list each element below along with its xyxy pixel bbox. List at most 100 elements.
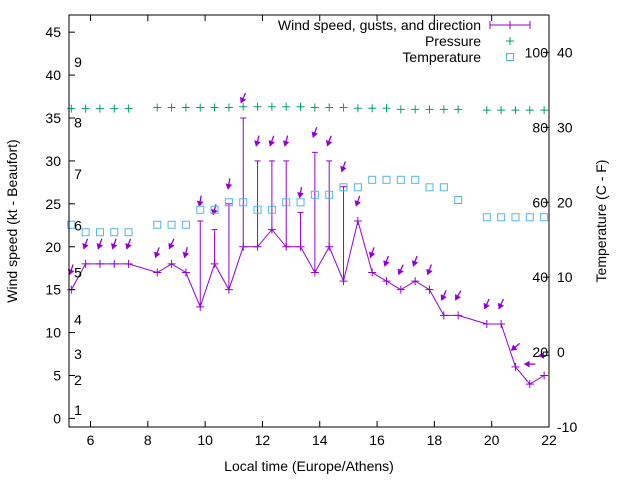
x-tick-label: 20 [484,432,500,448]
temperature-point [282,198,291,207]
temperature-point [224,198,233,207]
wind-direction-arrowhead [282,140,290,147]
temperature-point [425,183,434,192]
x-tick-label: 8 [144,432,152,448]
temperature-point [368,175,377,184]
pressure-point [439,105,448,114]
pressure-point [267,102,276,111]
pressure-point [425,105,434,114]
wind-speed-point [210,259,219,268]
wind-direction-arrowhead [455,293,462,301]
x-tick-label: 18 [427,432,443,448]
wind-speed-point [95,259,104,268]
y-tick-label: 0 [53,410,61,426]
wind-speed-point [167,259,176,268]
legend-label-pressure: Pressure [425,33,481,49]
wind-speed-point [124,259,133,268]
wind-speed-point [153,268,162,277]
beaufort-label: 7 [74,166,82,182]
temperature-point [310,190,319,199]
wind-direction-arrowhead [182,251,190,259]
wind-speed-point [310,268,319,277]
y-tick-label: 15 [45,282,61,298]
wind-direction-arrowhead [153,251,161,259]
pressure-point [296,102,305,111]
temperature-point [382,175,391,184]
y-tick-label: 30 [45,153,61,169]
beaufort-label: 5 [74,265,82,281]
wind-speed-point [224,285,233,294]
pressure-point [310,103,319,112]
temperature-point [439,183,448,192]
temperature-point [253,205,262,214]
x-tick-label: 14 [312,432,328,448]
pressure-point [239,102,248,111]
temperature-point [110,228,119,237]
wind-speed-point [396,285,405,294]
wind-speed-point [110,259,119,268]
beaufort-label: 2 [74,372,82,388]
pressure-point [110,104,119,113]
pressure-point [95,104,104,113]
x-tick-label: 12 [255,432,271,448]
wind-direction-arrowhead [510,344,518,351]
wind-direction-arrowhead [168,242,175,250]
wind-speed-point [325,242,334,251]
wind-speed-point [368,268,377,277]
pressure-point [253,102,262,111]
wind-direction-arrowhead [96,242,104,250]
temperature-point [540,213,549,222]
pressure-point [153,103,162,112]
wind-speed-point [425,285,434,294]
wind-direction-arrowhead [110,242,118,250]
temperature-point [95,228,104,237]
temperature-point [296,198,305,207]
pressure-point [353,104,362,113]
pressure-point [181,103,190,112]
wind-direction-arrowhead [325,139,333,147]
wind-direction-arrowhead [196,200,204,207]
wind-speed-point [540,371,549,380]
wind-speed-point [382,277,391,286]
wind-speed-point [353,217,362,225]
wind-speed-point [339,277,348,286]
wind-direction-arrowhead [368,251,376,259]
legend-label-temperature: Temperature [402,49,481,65]
wind-speed-point [525,380,534,389]
legend-swatch-temperature [506,53,514,61]
x-tick-label: 16 [369,432,385,448]
pressure-point [167,103,176,112]
temperature-point [454,196,463,205]
legend-swatch-wind-marker [506,21,514,29]
temperature-point [325,190,334,199]
x-tick-label: 22 [541,432,557,448]
x-axis-label: Local time (Europe/Athens) [224,458,394,474]
wind-speed-point [181,268,190,277]
y-tick-label: 20 [45,239,61,255]
pressure-axis-label: 80 [532,119,548,135]
pressure-axis-label: 40 [532,269,548,285]
y2-tick-label: 30 [557,119,573,135]
beaufort-label: 9 [74,54,82,70]
wind-direction-arrowhead [125,242,132,250]
x-tick-label: 6 [87,432,95,448]
y-tick-label: 25 [45,196,61,212]
wind-direction-arrowhead [297,192,304,199]
y2-tick-label: 0 [557,344,565,360]
wind-direction-arrowhead [254,140,261,147]
wind-direction-arrowhead [225,183,233,190]
wind-direction-arrowhead [240,96,247,104]
wind-direction-arrowhead [538,352,544,359]
pressure-point [511,106,520,115]
wind-direction-arrowhead [354,200,362,207]
temperature-point [81,228,90,237]
pressure-point [196,103,205,112]
beaufort-label: 1 [74,402,82,418]
temperature-point [353,183,362,192]
wind-speed-point [282,242,291,251]
pressure-point [210,103,219,112]
wind-speed-point [81,259,90,268]
wind-speed-point [411,277,420,286]
wind-speed-point [296,242,305,251]
temperature-point [339,183,348,192]
